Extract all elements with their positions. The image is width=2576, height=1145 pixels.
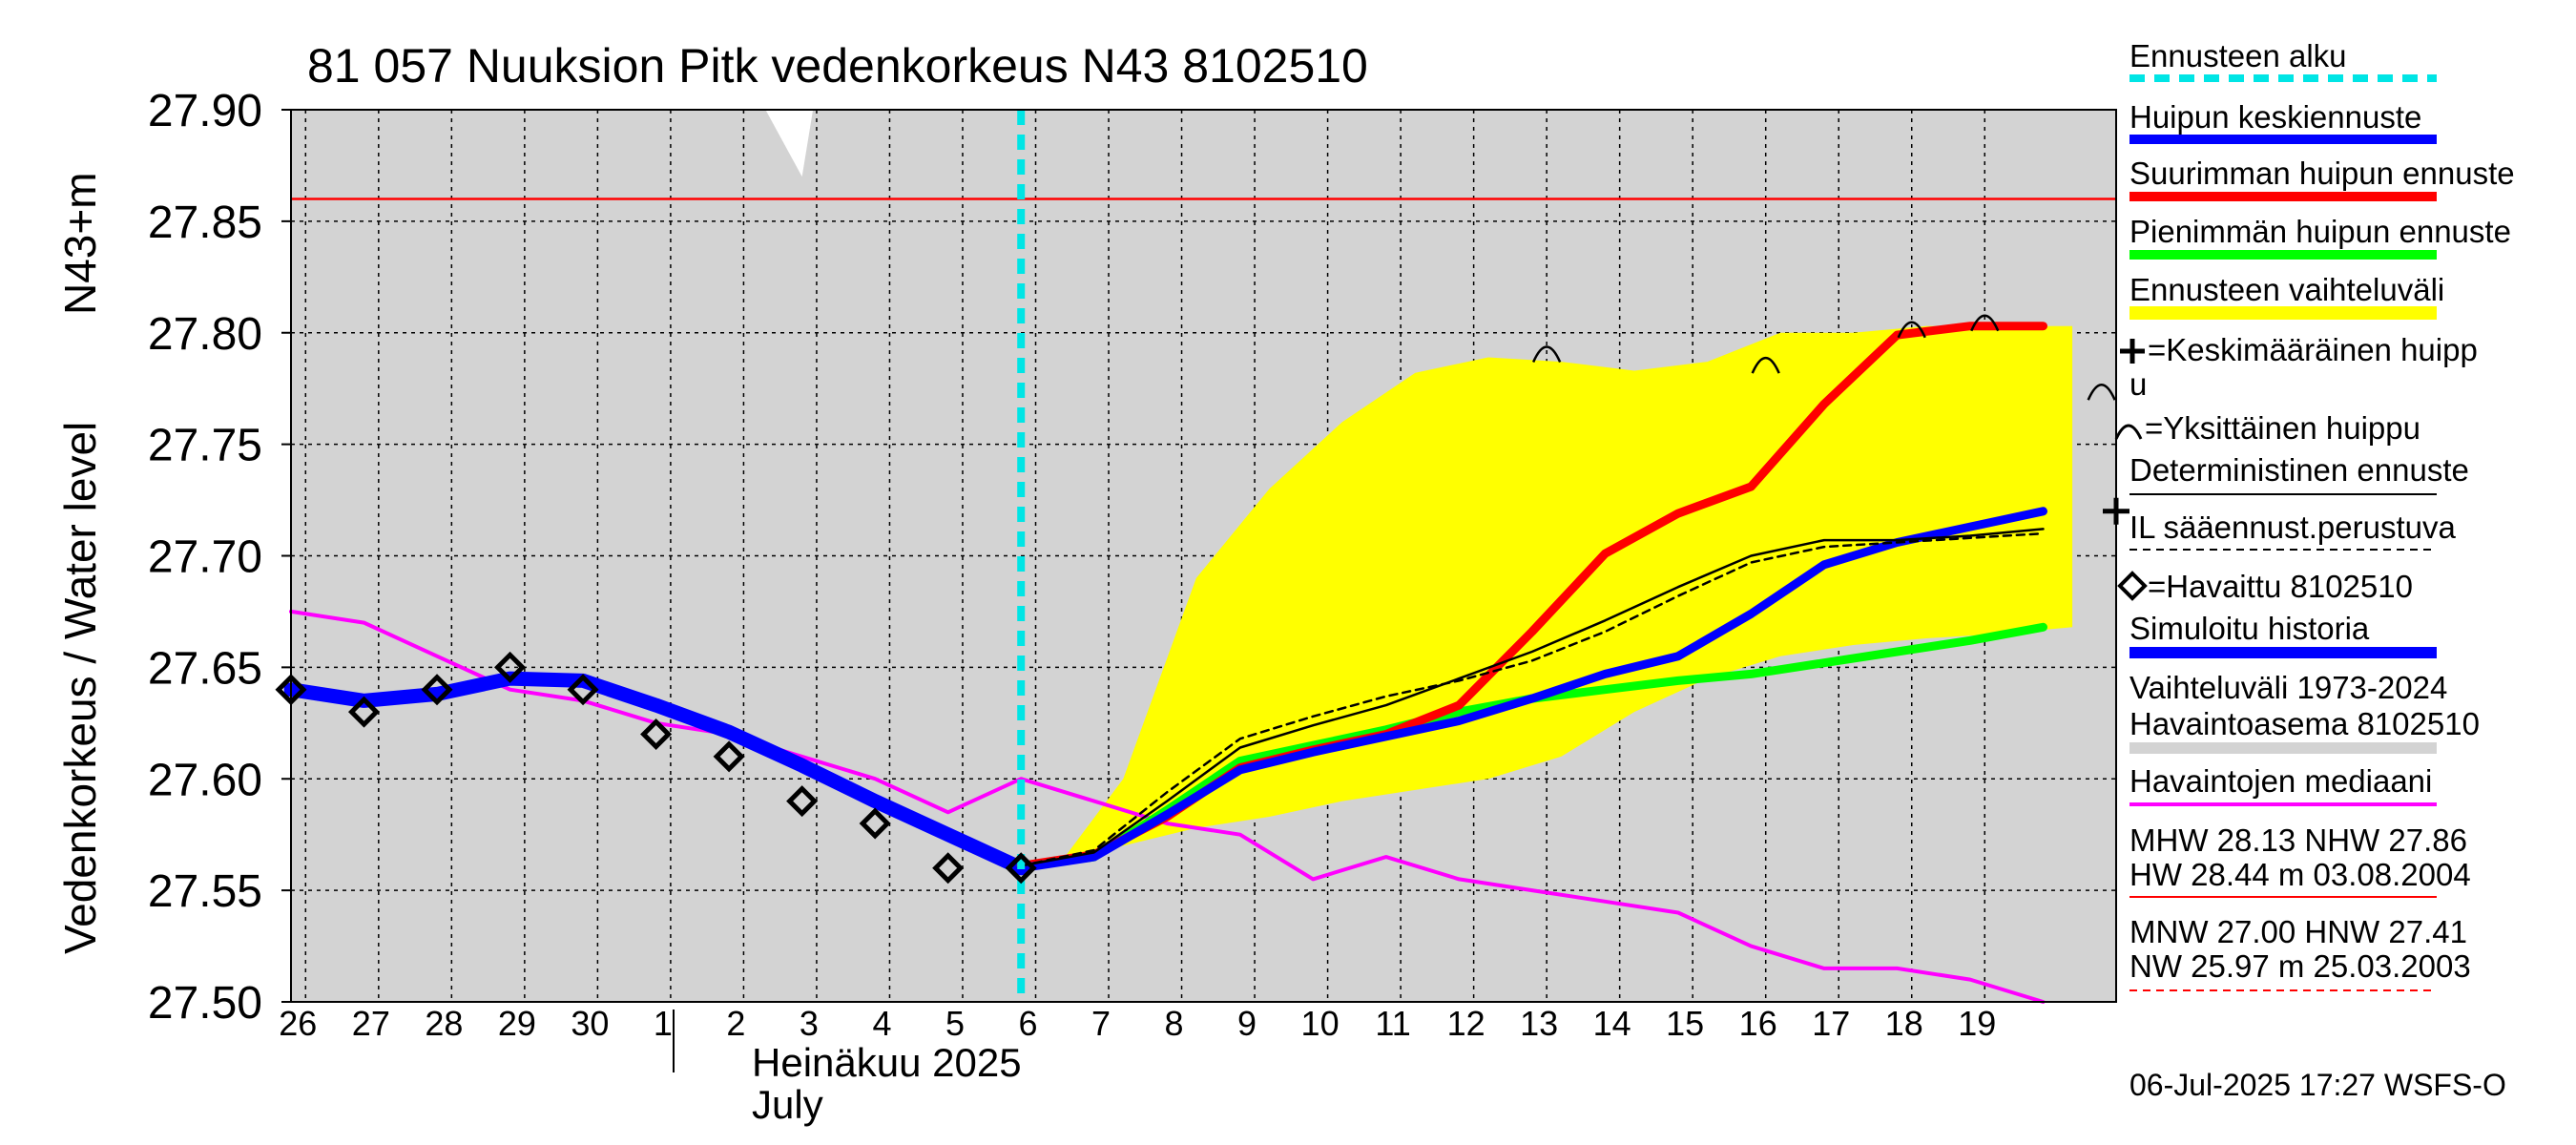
observed-point: [713, 740, 745, 773]
x-month-finnish: Heinäkuu 2025: [752, 1040, 1022, 1085]
x-tick-label: 8: [1165, 1004, 1184, 1043]
legend-single-peak: =Yksittäinen huippu: [2145, 410, 2420, 446]
x-tick-label: 6: [1018, 1004, 1037, 1043]
x-tick-label: 4: [872, 1004, 891, 1043]
y-tick-label: 27.70: [148, 532, 262, 583]
x-tick-label: 5: [945, 1004, 965, 1043]
series-il-line: [1019, 531, 2045, 867]
legend-range-years: Vaihteluväli 1973-2024: [2129, 670, 2447, 705]
series-det-line: [1019, 528, 2045, 867]
stats-mnw: MNW 27.00 HNW 27.41: [2129, 914, 2467, 949]
x-tick-label: 19: [1958, 1004, 1996, 1043]
x-tick-label: 2: [726, 1004, 745, 1043]
legend-mean-peak: =Keskimääräinen huipp: [2148, 332, 2478, 367]
x-tick-label: 1: [654, 1004, 673, 1043]
y-tick-label: 27.75: [148, 421, 262, 471]
observed-point: [640, 718, 673, 751]
y-tick-label: 27.55: [148, 866, 262, 917]
stats-mhw: MHW 28.13 NHW 27.86: [2129, 822, 2467, 858]
observed-point: [932, 852, 965, 885]
x-tick-label: 11: [1375, 1004, 1410, 1043]
legend-max-forecast: Suurimman huipun ennuste: [2129, 156, 2515, 191]
x-tick-label: 13: [1520, 1004, 1558, 1043]
single-peak-marker: [2087, 383, 2116, 401]
x-tick-label: 9: [1237, 1004, 1257, 1043]
legend-observed: =Havaittu 8102510: [2148, 569, 2413, 604]
single-peak-marker: [1751, 356, 1780, 374]
y-tick-label: 27.50: [148, 978, 262, 1029]
y-axis-label: Vedenkorkeus / Water level: [55, 422, 105, 954]
legend-range-station: Havaintoasema 8102510: [2129, 706, 2480, 741]
legend-forecast-start: Ennusteen alku: [2129, 38, 2347, 73]
legend-mean-peak-cont: u: [2129, 366, 2147, 402]
observed-point: [494, 651, 527, 683]
x-tick-label: 3: [800, 1004, 819, 1043]
x-tick-label: 14: [1593, 1004, 1631, 1043]
y-tick-label: 27.90: [148, 86, 262, 136]
legend-deterministic: Deterministinen ennuste: [2129, 452, 2469, 488]
x-tick-label: 30: [571, 1004, 609, 1043]
grid-lines: [291, 110, 2116, 1002]
footer-timestamp: 06-Jul-2025 17:27 WSFS-O: [2129, 1068, 2506, 1102]
chart-title: 81 057 Nuuksion Pitk vedenkorkeus N43 81…: [307, 39, 1368, 93]
forecast-range-band: [1021, 325, 2073, 868]
legend-median: Havaintojen mediaani: [2129, 763, 2432, 799]
y-tick-label: 27.85: [148, 198, 262, 248]
stats-hw: HW 28.44 m 03.08.2004: [2129, 857, 2471, 892]
x-tick-label: 15: [1666, 1004, 1704, 1043]
observed-point: [859, 807, 891, 840]
plus-icon: [2120, 339, 2145, 364]
stats-nw: NW 25.97 m 25.03.2003: [2129, 948, 2471, 984]
observed-diamond-icon: [2117, 571, 2148, 601]
legend: Ennusteen alku Huipun keskiennuste Suuri…: [2114, 38, 2515, 991]
x-tick-label: 26: [279, 1004, 317, 1043]
single-peak-marker: [1897, 321, 1926, 339]
series-mean-line: [1016, 507, 2047, 873]
marker-layer: [275, 314, 2129, 885]
x-month-english: July: [752, 1082, 823, 1127]
x-tick-label: 28: [425, 1004, 463, 1043]
plot-area: [275, 109, 2129, 1004]
x-tick-label: 17: [1812, 1004, 1850, 1043]
y-tick-label: 27.80: [148, 309, 262, 360]
observed-point: [567, 674, 599, 706]
series-simulated-line: [283, 671, 1028, 876]
legend-min-forecast: Pienimmän huipun ennuste: [2129, 214, 2511, 249]
x-tick-label: 29: [498, 1004, 536, 1043]
y-axis-unit: N43+m: [55, 172, 105, 315]
observed-point: [1005, 852, 1037, 885]
warning-triangle-icon: [765, 110, 814, 177]
single-peak-icon: [2114, 424, 2143, 440]
observed-point: [786, 785, 819, 818]
y-tick-label: 27.60: [148, 755, 262, 805]
single-peak-marker: [1970, 314, 2000, 332]
x-tick-label: 12: [1447, 1004, 1485, 1043]
observed-point: [347, 696, 381, 728]
y-axis-ticks: 27.90 27.85 27.80 27.75 27.70 27.65 27.60 27.55…: [148, 86, 291, 1029]
legend-mean-forecast: Huipun keskiennuste: [2129, 99, 2421, 135]
legend-simulated: Simuloitu historia: [2129, 611, 2370, 646]
x-tick-label: 18: [1885, 1004, 1923, 1043]
x-tick-label: 27: [352, 1004, 390, 1043]
observed-point: [421, 674, 453, 706]
single-peak-marker: [1531, 345, 1562, 363]
x-tick-label: 16: [1739, 1004, 1777, 1043]
legend-il-based: IL sääennust.perustuva: [2129, 510, 2456, 545]
y-tick-label: 27.65: [148, 643, 262, 694]
x-tick-label: 7: [1091, 1004, 1111, 1043]
legend-forecast-range: Ennusteen vaihteluväli: [2129, 272, 2444, 307]
x-axis-ticks: 26 27 28 29 30 1 2 3 4 5 6 7 8 9 10 11 12 13 14 15 16 17 18 19: [279, 1004, 1996, 1043]
x-tick-label: 10: [1301, 1004, 1340, 1043]
